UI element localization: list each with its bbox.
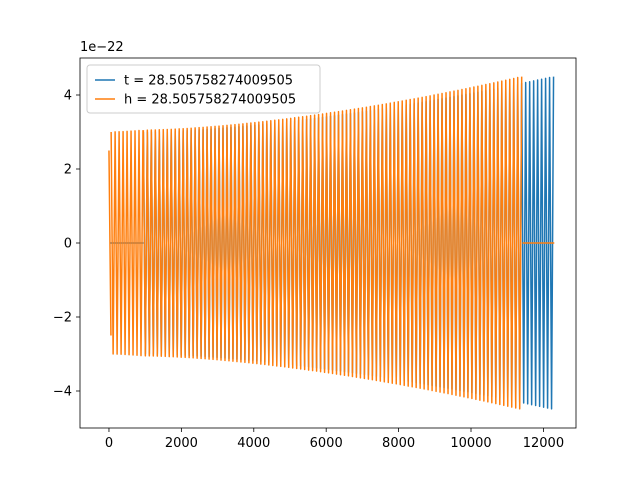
x-tick-label: 6000: [310, 436, 343, 451]
y-tick-label: 4: [64, 89, 72, 104]
series-layer: [108, 76, 555, 410]
legend-label: h = 28.505758274009505: [124, 93, 296, 108]
x-tick-label: 12000: [523, 436, 564, 451]
x-tick-label: 0: [105, 436, 113, 451]
x-tick-label: 8000: [382, 436, 415, 451]
y-tick-label: −2: [53, 311, 72, 326]
y-tick-label: −4: [53, 385, 72, 400]
y-tick-label: 2: [64, 163, 72, 178]
legend: t = 28.505758274009505 h = 28.50575827400…: [86, 64, 321, 114]
x-tick-label: 2000: [165, 436, 198, 451]
x-axis: 0 2000 4000 6000 8000 10000 12000: [105, 428, 564, 451]
legend-box: [86, 64, 321, 114]
y-tick-label: 0: [64, 237, 72, 252]
legend-label: t = 28.505758274009505: [124, 74, 293, 89]
y-axis: −4 −2 0 2 4: [53, 89, 80, 400]
series-line-2: [108, 76, 555, 410]
x-tick-label: 4000: [237, 436, 270, 451]
x-tick-label: 10000: [450, 436, 491, 451]
y-offset-label: 1e−22: [80, 40, 124, 55]
